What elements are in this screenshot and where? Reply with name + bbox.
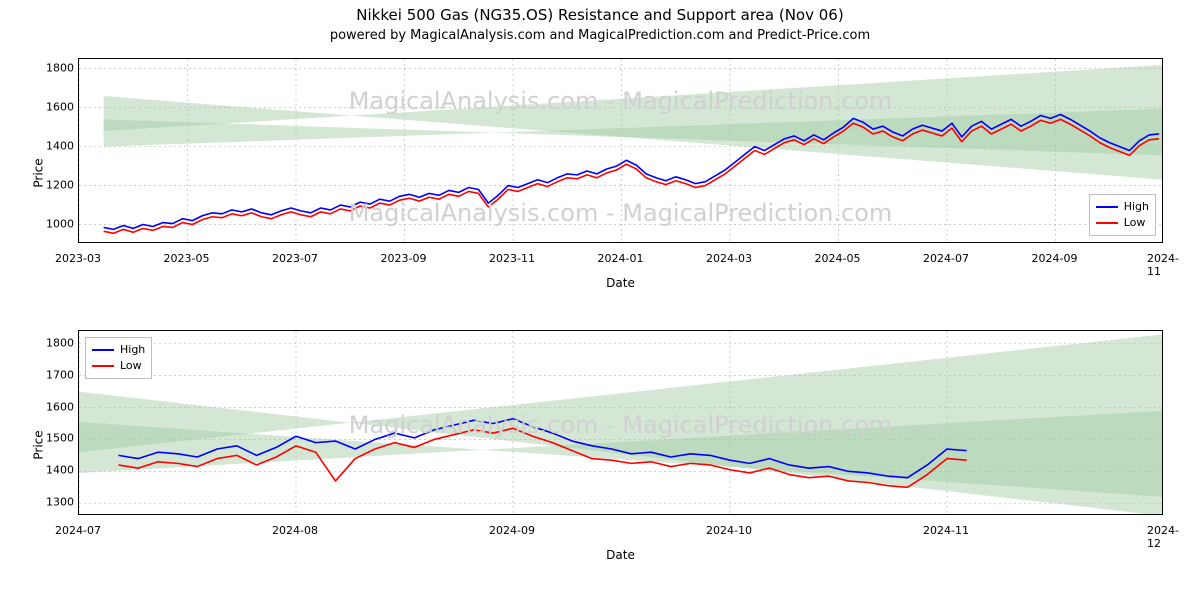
legend-low-label: Low <box>120 358 142 374</box>
xticks-bottom: 2024-072024-082024-092024-102024-112024-… <box>78 524 1163 538</box>
yticks-top: 10001200140016001800 <box>36 58 74 243</box>
chart-title: Nikkei 500 Gas (NG35.OS) Resistance and … <box>0 6 1200 24</box>
plot-svg-top <box>79 59 1163 243</box>
plot-svg-bottom <box>79 331 1163 515</box>
plot-top: MagicalAnalysis.com - MagicalPrediction.… <box>78 58 1163 243</box>
xticks-top: 2023-032023-052023-072023-092023-112024-… <box>78 252 1163 266</box>
legend-high-label: High <box>1124 199 1149 215</box>
chart-subtitle: powered by MagicalAnalysis.com and Magic… <box>0 28 1200 43</box>
legend-high-label: High <box>120 342 145 358</box>
figure: Nikkei 500 Gas (NG35.OS) Resistance and … <box>0 0 1200 600</box>
yticks-bottom: 130014001500160017001800 <box>36 330 74 515</box>
legend-bottom: High Low <box>85 337 152 379</box>
legend-low-label: Low <box>1124 215 1146 231</box>
xlabel-top: Date <box>606 276 635 290</box>
plot-bottom: MagicalAnalysis.com - MagicalPrediction.… <box>78 330 1163 515</box>
legend-top: High Low <box>1089 194 1156 236</box>
panel-bottom: Price MagicalAnalysis.com - MagicalPredi… <box>78 330 1163 560</box>
xlabel-bottom: Date <box>606 548 635 562</box>
panel-top: Price MagicalAnalysis.com - MagicalPredi… <box>78 58 1163 288</box>
